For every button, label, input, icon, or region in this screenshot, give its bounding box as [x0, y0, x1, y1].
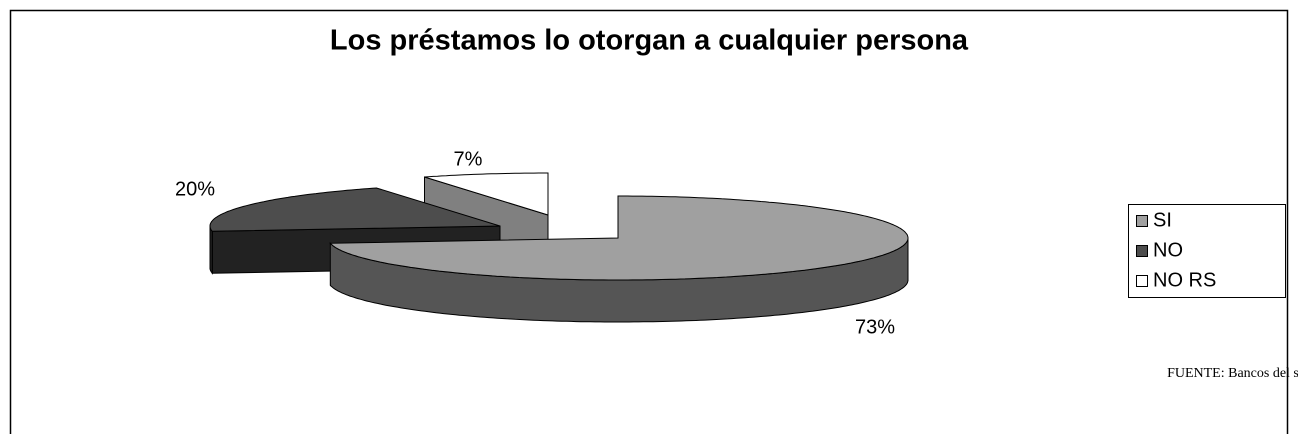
- slice: [329, 195, 909, 281]
- data-label: 20%: [175, 178, 215, 200]
- legend-label: SI: [1153, 209, 1172, 231]
- legend-swatch: [1136, 215, 1148, 227]
- source-note: FUENTE: Bancos del sistema.: [1167, 366, 1298, 381]
- data-label: 73%: [855, 316, 895, 338]
- legend: [1128, 204, 1286, 298]
- data-label: 7%: [454, 148, 483, 170]
- legend-label: NO: [1153, 239, 1183, 261]
- slice: [209, 187, 501, 232]
- legend-label: NO RS: [1153, 269, 1216, 291]
- slice: [424, 172, 549, 216]
- slice-wall: [209, 226, 213, 275]
- legend-swatch: [1136, 245, 1148, 257]
- chart-title: Los préstamos lo otorgan a cualquier per…: [330, 25, 969, 57]
- chart-frame: [9, 9, 1289, 434]
- legend-swatch: [1136, 275, 1148, 287]
